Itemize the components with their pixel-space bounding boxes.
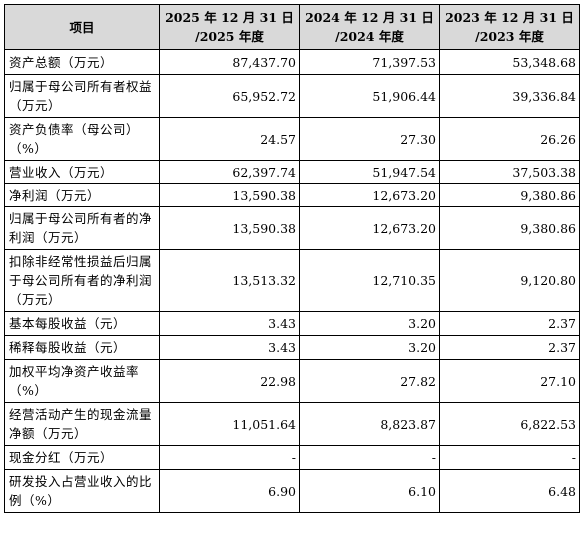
row-label: 研发投入占营业收入的比例（%） bbox=[4, 469, 160, 513]
header-item-label: 项目 bbox=[69, 19, 95, 35]
value-2024: 12,710.35 bbox=[299, 249, 440, 312]
row-label: 经营活动产生的现金流量净额（万元） bbox=[4, 402, 160, 446]
value-2023: - bbox=[439, 445, 580, 470]
table-row: 营业收入（万元） 62,397.74 51,947.54 37,503.38 bbox=[4, 160, 580, 184]
value-2023: 27.10 bbox=[439, 359, 580, 403]
value-2025: 13,590.38 bbox=[159, 183, 300, 207]
value-2023: 6.48 bbox=[439, 469, 580, 513]
table-row: 归属于母公司所有者权益（万元） 65,952.72 51,906.44 39,3… bbox=[4, 74, 580, 118]
value-2025: 24.57 bbox=[159, 117, 300, 161]
header-2023: 2023 年 12 月 31 日 /2023 年度 bbox=[439, 4, 580, 50]
value-2024: 12,673.20 bbox=[299, 183, 440, 207]
table-header-row: 项目 2025 年 12 月 31 日 /2025 年度 2024 年 12 月… bbox=[4, 4, 580, 50]
value-2024: - bbox=[299, 445, 440, 470]
table-row: 净利润（万元） 13,590.38 12,673.20 9,380.86 bbox=[4, 183, 580, 207]
table-row: 现金分红（万元） - - - bbox=[4, 445, 580, 470]
value-2023: 53,348.68 bbox=[439, 49, 580, 75]
header-2024-year: /2024 年度 bbox=[335, 29, 404, 44]
value-2024: 6.10 bbox=[299, 469, 440, 513]
table-row: 扣除非经常性损益后归属于母公司所有者的净利润（万元） 13,513.32 12,… bbox=[4, 249, 580, 312]
header-2025: 2025 年 12 月 31 日 /2025 年度 bbox=[159, 4, 300, 50]
header-2023-date: 2023 年 12 月 31 日 bbox=[445, 10, 574, 25]
financial-summary-table: 项目 2025 年 12 月 31 日 /2025 年度 2024 年 12 月… bbox=[4, 4, 580, 513]
header-2024: 2024 年 12 月 31 日 /2024 年度 bbox=[299, 4, 440, 50]
value-2025: - bbox=[159, 445, 300, 470]
value-2024: 27.30 bbox=[299, 117, 440, 161]
table-row: 资产总额（万元） 87,437.70 71,397.53 53,348.68 bbox=[4, 49, 580, 75]
value-2023: 37,503.38 bbox=[439, 160, 580, 184]
value-2025: 6.90 bbox=[159, 469, 300, 513]
value-2025: 13,590.38 bbox=[159, 206, 300, 250]
table-row: 资产负债率（母公司）（%） 24.57 27.30 26.26 bbox=[4, 117, 580, 161]
row-label: 营业收入（万元） bbox=[4, 160, 160, 184]
value-2023: 9,380.86 bbox=[439, 183, 580, 207]
header-2025-year: /2025 年度 bbox=[195, 29, 264, 44]
value-2024: 71,397.53 bbox=[299, 49, 440, 75]
value-2024: 27.82 bbox=[299, 359, 440, 403]
value-2023: 9,120.80 bbox=[439, 249, 580, 312]
value-2024: 3.20 bbox=[299, 335, 440, 360]
value-2025: 22.98 bbox=[159, 359, 300, 403]
value-2024: 51,947.54 bbox=[299, 160, 440, 184]
value-2023: 26.26 bbox=[439, 117, 580, 161]
value-2025: 3.43 bbox=[159, 335, 300, 360]
row-label: 净利润（万元） bbox=[4, 183, 160, 207]
row-label: 加权平均净资产收益率（%） bbox=[4, 359, 160, 403]
row-label: 基本每股收益（元） bbox=[4, 311, 160, 336]
row-label: 资产总额（万元） bbox=[4, 49, 160, 75]
value-2023: 2.37 bbox=[439, 335, 580, 360]
row-label: 归属于母公司所有者权益（万元） bbox=[4, 74, 160, 118]
row-label: 扣除非经常性损益后归属于母公司所有者的净利润（万元） bbox=[4, 249, 160, 312]
table-row: 归属于母公司所有者的净利润（万元） 13,590.38 12,673.20 9,… bbox=[4, 206, 580, 250]
header-2024-date: 2024 年 12 月 31 日 bbox=[305, 10, 434, 25]
header-2023-year: /2023 年度 bbox=[475, 29, 544, 44]
value-2023: 2.37 bbox=[439, 311, 580, 336]
value-2024: 12,673.20 bbox=[299, 206, 440, 250]
table-row: 加权平均净资产收益率（%） 22.98 27.82 27.10 bbox=[4, 359, 580, 403]
value-2025: 62,397.74 bbox=[159, 160, 300, 184]
value-2025: 11,051.64 bbox=[159, 402, 300, 446]
header-2025-date: 2025 年 12 月 31 日 bbox=[165, 10, 294, 25]
value-2025: 87,437.70 bbox=[159, 49, 300, 75]
row-label: 现金分红（万元） bbox=[4, 445, 160, 470]
header-item: 项目 bbox=[4, 4, 160, 50]
value-2025: 13,513.32 bbox=[159, 249, 300, 312]
table-row: 研发投入占营业收入的比例（%） 6.90 6.10 6.48 bbox=[4, 469, 580, 513]
row-label: 稀释每股收益（元） bbox=[4, 335, 160, 360]
value-2023: 39,336.84 bbox=[439, 74, 580, 118]
row-label: 归属于母公司所有者的净利润（万元） bbox=[4, 206, 160, 250]
table-row: 基本每股收益（元） 3.43 3.20 2.37 bbox=[4, 311, 580, 336]
value-2024: 3.20 bbox=[299, 311, 440, 336]
row-label: 资产负债率（母公司）（%） bbox=[4, 117, 160, 161]
financial-table-container: 项目 2025 年 12 月 31 日 /2025 年度 2024 年 12 月… bbox=[4, 4, 580, 513]
table-row: 经营活动产生的现金流量净额（万元） 11,051.64 8,823.87 6,8… bbox=[4, 402, 580, 446]
value-2024: 51,906.44 bbox=[299, 74, 440, 118]
value-2025: 3.43 bbox=[159, 311, 300, 336]
value-2025: 65,952.72 bbox=[159, 74, 300, 118]
value-2023: 9,380.86 bbox=[439, 206, 580, 250]
value-2023: 6,822.53 bbox=[439, 402, 580, 446]
table-row: 稀释每股收益（元） 3.43 3.20 2.37 bbox=[4, 335, 580, 360]
value-2024: 8,823.87 bbox=[299, 402, 440, 446]
